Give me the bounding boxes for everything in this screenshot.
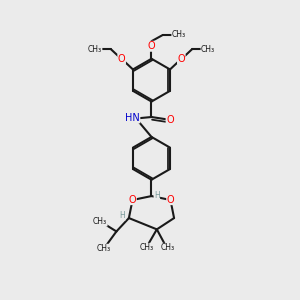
Text: CH₃: CH₃ bbox=[140, 243, 154, 252]
Text: CH₃: CH₃ bbox=[97, 244, 111, 253]
Text: O: O bbox=[178, 54, 185, 64]
Text: H: H bbox=[154, 191, 160, 200]
Text: CH₃: CH₃ bbox=[201, 45, 215, 54]
Text: CH₃: CH₃ bbox=[88, 45, 102, 54]
Text: HN: HN bbox=[125, 113, 140, 123]
Text: CH₃: CH₃ bbox=[172, 31, 186, 40]
Text: O: O bbox=[166, 115, 174, 125]
Text: CH₃: CH₃ bbox=[93, 217, 107, 226]
Text: CH₃: CH₃ bbox=[161, 243, 175, 252]
Text: O: O bbox=[118, 54, 125, 64]
Text: O: O bbox=[129, 195, 136, 205]
Text: O: O bbox=[148, 41, 155, 51]
Text: O: O bbox=[167, 195, 174, 205]
Text: H: H bbox=[119, 211, 125, 220]
